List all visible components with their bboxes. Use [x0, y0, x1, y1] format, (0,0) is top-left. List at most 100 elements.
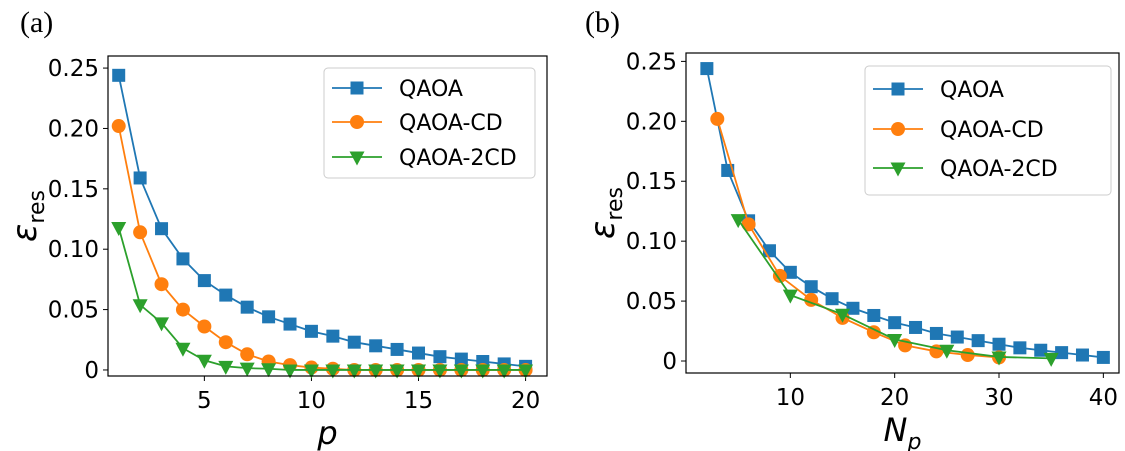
data-point [960, 348, 975, 363]
data-point [846, 301, 860, 315]
data-point [261, 363, 277, 378]
data-point [992, 337, 1006, 351]
axes-frame [685, 52, 1120, 374]
data-point [390, 342, 404, 356]
data-point [518, 364, 534, 379]
legend-entry: QAOA-CD [873, 118, 1044, 143]
x-tick-label: 30 [984, 385, 1013, 411]
y-tick-label: 0.10 [626, 229, 677, 255]
data-point [1043, 352, 1059, 367]
legend-marker [350, 115, 364, 129]
legend-entry: QAOA-2CD [873, 157, 1058, 182]
panel-a: (a) 0 0.05 0.10 0.15 0.20 0.25 5 10 15 20 p εres QAOA… [5, 6, 548, 451]
legend-marker [890, 162, 906, 177]
series-qaoa-2cd [111, 221, 534, 379]
panel-label: (a) [20, 6, 53, 39]
data-point [389, 364, 405, 379]
y-tick-label: 0.05 [626, 289, 677, 315]
data-point [368, 364, 384, 379]
x-tick-label: 20 [511, 388, 540, 414]
panel-label: (b) [585, 6, 620, 39]
data-point [971, 334, 985, 348]
data-point [326, 329, 340, 343]
data-point [825, 292, 839, 306]
data-point [950, 330, 964, 344]
data-point [325, 364, 341, 379]
data-point [453, 364, 469, 379]
legend-entry: QAOA-2CD [332, 146, 517, 171]
data-point [304, 324, 318, 338]
data-point [218, 335, 233, 350]
data-point [1055, 346, 1069, 360]
data-point [782, 289, 798, 304]
data-point [240, 300, 254, 314]
legend-label: QAOA-2CD [940, 157, 1058, 182]
data-point [239, 362, 255, 377]
y-tick-label: 0 [662, 349, 677, 375]
data-point [262, 310, 276, 324]
series-qaoa [700, 62, 1110, 364]
data-point [496, 364, 512, 379]
legend-marker [891, 122, 905, 136]
data-point [741, 217, 756, 232]
data-point [710, 111, 725, 126]
data-point [475, 364, 491, 379]
series-line [716, 118, 1000, 359]
x-tick-label: 40 [1089, 385, 1118, 411]
data-point [772, 268, 787, 283]
x-tick-label: 15 [404, 388, 433, 414]
data-point [155, 222, 169, 236]
data-point [433, 350, 447, 364]
y-tick-label: 0 [84, 358, 99, 384]
data-point [218, 360, 234, 375]
data-point [240, 347, 255, 362]
y-axis-label: εres [583, 187, 628, 239]
y-tick-label: 0.15 [626, 169, 677, 195]
legend-box [323, 67, 536, 179]
data-point [219, 288, 233, 302]
data-point [1034, 343, 1048, 357]
y-tick-label: 0.10 [48, 237, 99, 263]
legend-entry: QAOA [332, 77, 463, 102]
legend-marker [350, 81, 364, 95]
series-qaoa-2cd [730, 214, 1059, 367]
data-point [133, 225, 148, 240]
legend-marker [349, 151, 365, 166]
data-point [197, 274, 211, 288]
data-point [454, 352, 468, 366]
data-point [929, 326, 943, 340]
data-point [866, 325, 881, 340]
panel-b: (b) 0 0.05 0.10 0.15 0.20 0.25 10 20 30 40 Np εres QA… [583, 6, 1120, 451]
legend-label: QAOA-CD [399, 111, 503, 136]
legend-entry: QAOA-CD [332, 111, 503, 136]
data-point [991, 351, 1007, 366]
x-tick-label: 5 [197, 388, 212, 414]
y-tick-label: 0.25 [626, 49, 677, 75]
data-point [154, 317, 170, 332]
legend-label: QAOA-2CD [399, 146, 517, 171]
y-tick-label: 0.05 [48, 298, 99, 324]
data-point [939, 344, 955, 359]
data-point [176, 252, 190, 266]
data-point [154, 277, 169, 292]
data-point [196, 354, 212, 369]
x-axis-label: Np [884, 411, 922, 451]
data-point [1013, 341, 1027, 355]
legend: QAOA QAOA-CD QAOA-2CD [323, 67, 536, 179]
data-point [804, 280, 818, 294]
data-point [888, 316, 902, 330]
data-point [700, 62, 714, 76]
data-point [111, 119, 126, 134]
axes-frame [107, 55, 548, 377]
data-point [730, 214, 746, 229]
x-tick-label: 20 [880, 385, 909, 411]
x-tick-label: 10 [776, 385, 805, 411]
data-point [432, 364, 448, 379]
y-axis-label: εres [5, 190, 50, 242]
data-point [347, 335, 361, 349]
y-tick-label: 0.25 [48, 56, 99, 82]
data-point [175, 302, 190, 317]
data-point [303, 364, 319, 379]
data-point [133, 171, 147, 185]
